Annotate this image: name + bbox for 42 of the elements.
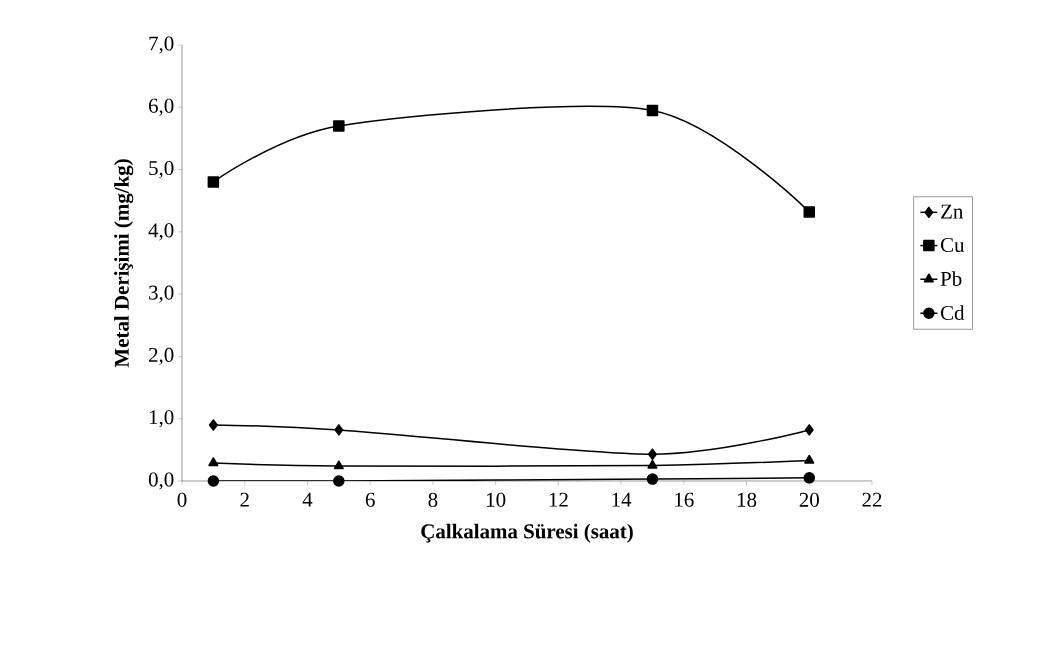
y-axis-title: Metal Derişimi (mg/kg) xyxy=(114,159,134,368)
legend-label: Cd xyxy=(940,305,965,320)
point xyxy=(333,120,345,132)
point xyxy=(646,473,659,485)
x-tick-label: 0 xyxy=(177,492,187,507)
point xyxy=(646,104,659,117)
x-tick-label: 4 xyxy=(302,492,313,507)
point xyxy=(334,424,344,436)
x-tick-label: 8 xyxy=(428,492,438,507)
point xyxy=(208,457,219,467)
x-axis-title: Çalkalama Süresi (saat) xyxy=(421,523,633,543)
y-tick-label: 3,0 xyxy=(149,285,174,303)
x-tick-label: 12 xyxy=(549,492,568,507)
point xyxy=(207,176,220,188)
point xyxy=(804,454,815,464)
y-tick-label: 0,0 xyxy=(148,472,174,490)
point xyxy=(207,475,220,487)
point xyxy=(208,419,218,431)
x-tick-label: 6 xyxy=(365,492,375,507)
x-tick-label: 10 xyxy=(487,492,506,507)
x-tick-label: 22 xyxy=(862,492,882,507)
x-tick-label: 16 xyxy=(675,492,694,507)
y-tick-label: 1,0 xyxy=(149,410,174,428)
point xyxy=(803,472,816,484)
x-tick-label: 14 xyxy=(612,492,632,507)
point xyxy=(647,448,657,460)
point xyxy=(804,424,814,436)
x-tick-label: 18 xyxy=(737,492,757,507)
point xyxy=(647,459,658,469)
legend-label: Zn xyxy=(941,204,964,219)
legend-label: Pb xyxy=(940,271,962,286)
y-tick-label: 4,0 xyxy=(148,223,174,241)
y-tick-label: 5,0 xyxy=(149,161,174,179)
y-tick-label: 2,0 xyxy=(149,347,174,365)
legend-label: Cu xyxy=(940,237,965,252)
point xyxy=(333,475,345,487)
x-tick-label: 2 xyxy=(240,492,249,507)
y-tick-label: 7,0 xyxy=(149,36,174,54)
point xyxy=(803,206,816,218)
y-tick-label: 6,0 xyxy=(148,98,174,116)
x-tick-label: 20 xyxy=(799,492,819,507)
point xyxy=(333,460,344,470)
